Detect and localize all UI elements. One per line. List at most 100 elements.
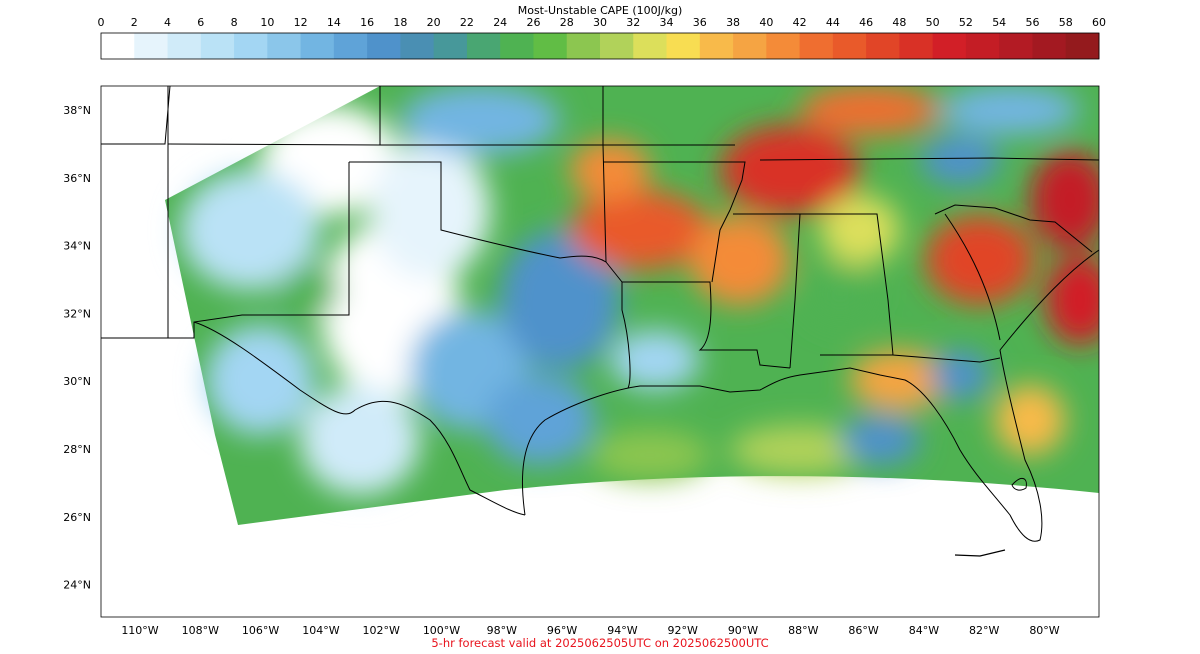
latitude-label: 26°N: [63, 511, 91, 524]
colorbar-tick-label: 58: [1059, 16, 1073, 29]
longitude-label: 102°W: [363, 624, 400, 637]
colorbar-tick-label: 6: [197, 16, 204, 29]
colorbar-tick-label: 44: [826, 16, 840, 29]
colorbar-swatch: [300, 33, 335, 59]
colorbar-swatch: [600, 33, 634, 59]
latitude-label: 30°N: [63, 375, 91, 388]
colorbar-tick-label: 40: [759, 16, 773, 29]
cape-field: [165, 86, 1099, 525]
colorbar-tick-label: 22: [460, 16, 474, 29]
gulf-coastline: [521, 349, 1043, 542]
colorbar-tick-label: 36: [693, 16, 707, 29]
colorbar-swatch: [932, 33, 967, 59]
colorbar-frame: [100, 32, 1100, 60]
longitude-label: 110°W: [121, 624, 158, 637]
colorbar-swatch: [333, 33, 368, 59]
longitude-label: 108°W: [182, 624, 219, 637]
field-blobs: [180, 86, 1099, 495]
latitude-label: 28°N: [63, 443, 91, 456]
longitude-label: 82°W: [969, 624, 999, 637]
colorbar-tick-label: 24: [493, 16, 507, 29]
colorbar-swatch: [699, 33, 734, 59]
colorbar-tick-label: 14: [327, 16, 341, 29]
colorbar-swatch: [733, 33, 767, 59]
latitude-labels: 38°N 36°N 34°N 32°N 30°N 28°N 26°N 24°N: [63, 104, 91, 592]
colorbar-tick-label: 18: [393, 16, 407, 29]
colorbar-swatch: [167, 33, 202, 59]
colorbar-swatch: [234, 33, 268, 59]
colorbar-tick-label: 52: [959, 16, 973, 29]
colorbar-swatch: [134, 33, 168, 59]
map-frame: [100, 85, 1100, 618]
colorbar-tick-label: 0: [98, 16, 105, 29]
colorbar-tick-label: 56: [1025, 16, 1039, 29]
colorbar-swatch: [866, 33, 900, 59]
map-panel: [100, 85, 1100, 618]
colorbar-tick-label: 42: [793, 16, 807, 29]
colorbar-tick-label: 46: [859, 16, 873, 29]
colorbar-tick-label: 50: [926, 16, 940, 29]
longitude-label: 94°W: [607, 624, 637, 637]
latitude-label: 32°N: [63, 307, 91, 320]
longitude-label: 90°W: [728, 624, 758, 637]
longitude-label: 88°W: [788, 624, 818, 637]
colorbar-tick-label: 28: [560, 16, 574, 29]
colorbar-swatch: [832, 33, 867, 59]
colorbar-swatch: [1032, 33, 1067, 59]
latitude-label: 34°N: [63, 240, 91, 253]
latitude-label: 24°N: [63, 579, 91, 592]
latitude-label: 38°N: [63, 104, 91, 117]
colorbar-swatch: [799, 33, 834, 59]
colorbar-tick-label: 4: [164, 16, 171, 29]
colorbar-swatch: [200, 33, 235, 59]
colorbar-swatch: [965, 33, 1000, 59]
colorbar-swatch: [633, 33, 667, 59]
state-borders: [101, 86, 1099, 516]
colorbar-tick-label: 20: [427, 16, 441, 29]
longitude-labels: 110°W 108°W 106°W 104°W 102°W 100°W 98°W 96°W 94…: [121, 624, 1059, 637]
colorbar-swatch: [1065, 33, 1100, 59]
colorbar-tick-label: 60: [1092, 16, 1106, 29]
longitude-label: 80°W: [1029, 624, 1059, 637]
colorbar-swatch: [766, 33, 800, 59]
colorbar-swatch: [433, 33, 468, 59]
latitude-label: 36°N: [63, 172, 91, 185]
forecast-valid-caption: 5-hr forecast valid at 2025062505UTC on …: [431, 636, 769, 650]
colorbar-swatch: [466, 33, 501, 59]
colorbar-tick-label: 2: [131, 16, 138, 29]
colorbar-swatch: [533, 33, 568, 59]
colorbar-title: Most-Unstable CAPE (100J/kg): [517, 4, 683, 17]
colorbar-swatch: [899, 33, 934, 59]
longitude-label: 98°W: [487, 624, 517, 637]
longitude-label: 92°W: [668, 624, 698, 637]
atlantic-coastline: [999, 249, 1099, 351]
colorbar-swatch: [999, 33, 1033, 59]
colorbar-tick-label: 26: [526, 16, 540, 29]
colorbar-tick-labels: 0 2 4 6 8 10 12 14 16 18 20 22 24 26 28 30 32 34 36 38 40 42 4…: [98, 16, 1107, 29]
colorbar-tick-label: 10: [260, 16, 274, 29]
longitude-label: 106°W: [242, 624, 279, 637]
longitude-label: 86°W: [848, 624, 878, 637]
longitude-label: 96°W: [547, 624, 577, 637]
colorbar-tick-label: 8: [231, 16, 238, 29]
longitude-label: 100°W: [423, 624, 460, 637]
colorbar-tick-label: 32: [626, 16, 640, 29]
longitude-label: 84°W: [909, 624, 939, 637]
colorbar-swatch: [566, 33, 601, 59]
longitude-label: 104°W: [302, 624, 339, 637]
colorbar-swatch: [367, 33, 401, 59]
florida-keys: [954, 549, 1006, 557]
colorbar-swatch: [400, 33, 435, 59]
colorbar-tick-label: 38: [726, 16, 740, 29]
colorbar-tick-label: 34: [660, 16, 674, 29]
colorbar-swatch: [101, 33, 135, 59]
colorbar-swatch: [500, 33, 534, 59]
colorbar: [100, 32, 1100, 60]
colorbar-tick-label: 16: [360, 16, 374, 29]
colorbar-swatch: [666, 33, 701, 59]
colorbar-tick-label: 12: [294, 16, 308, 29]
colorbar-swatch: [267, 33, 301, 59]
lake-okeechobee: [1011, 477, 1027, 491]
